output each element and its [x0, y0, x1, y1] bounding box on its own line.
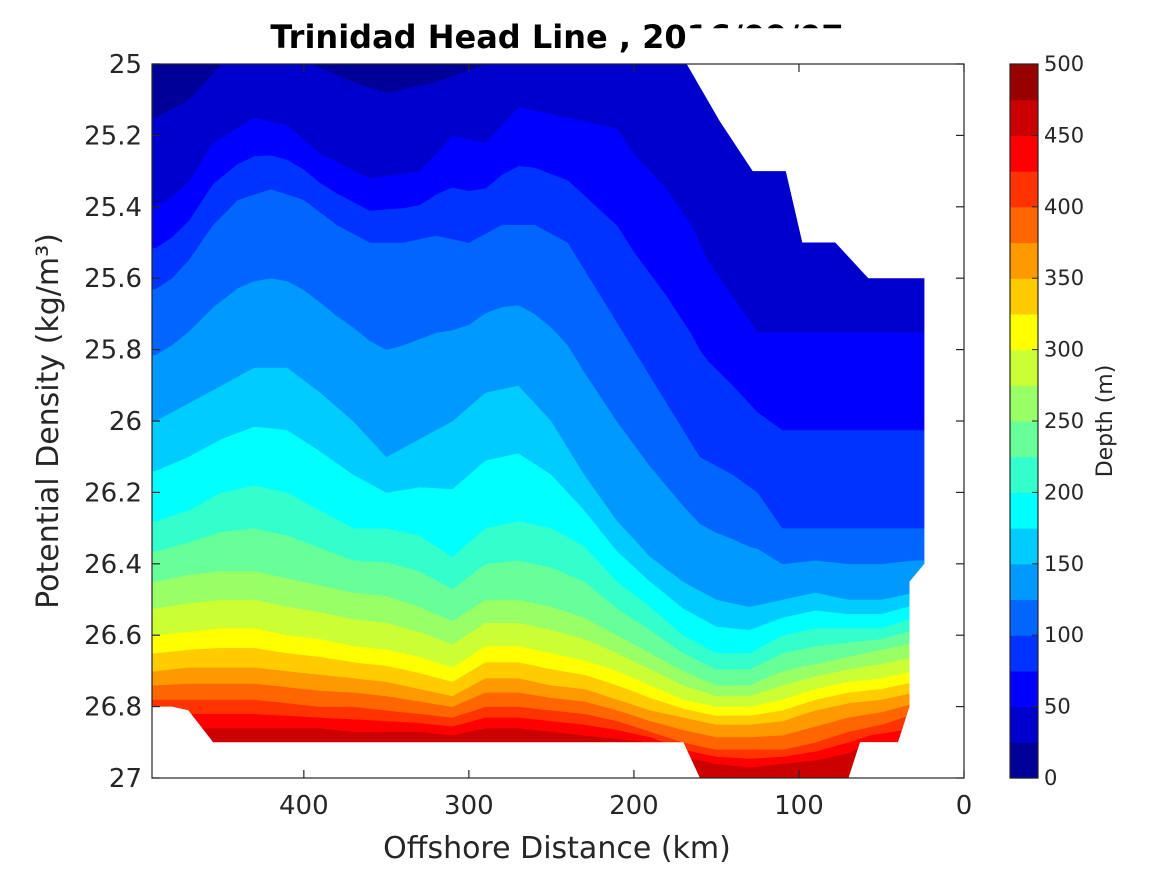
colorbar-label: Depth (m) — [1093, 365, 1118, 478]
colorbar-swatch — [1010, 349, 1038, 386]
colorbar-swatch — [1010, 242, 1038, 279]
y-tick-label: 25 — [109, 50, 142, 80]
colorbar-swatch — [1010, 742, 1038, 779]
colorbar-swatch — [1010, 635, 1038, 672]
colorbar-swatch — [1010, 670, 1038, 708]
colorbar-swatch — [1010, 385, 1038, 422]
colorbar-swatch — [1010, 206, 1038, 244]
x-tick-label: 200 — [609, 791, 659, 821]
y-tick-label: 27 — [109, 764, 142, 794]
colorbar-swatch — [1010, 171, 1038, 208]
colorbar-tick-label: 250 — [1044, 409, 1084, 433]
mask-upper-right — [686, 28, 981, 796]
y-axis-label: Potential Density (kg/m³) — [31, 233, 66, 609]
colorbar-ticks: 0 50 100 150 200 250 300 350 400 450 500 — [1032, 52, 1084, 790]
colorbar-swatch — [1010, 278, 1038, 315]
x-tick-label: 300 — [444, 791, 494, 821]
y-tick-label: 25.8 — [84, 336, 142, 366]
y-tick-label: 26.6 — [84, 621, 142, 651]
colorbar-tick-label: 50 — [1044, 695, 1071, 719]
colorbar-tick-label: 400 — [1044, 195, 1084, 219]
x-tick-label: 400 — [279, 791, 329, 821]
mask-bottom-right — [848, 706, 915, 778]
colorbar-tick-label: 450 — [1044, 123, 1084, 147]
x-tick-label: 0 — [956, 791, 973, 821]
y-axis-ticks: 25 25.2 25.4 25.6 25.8 26 26.2 26.4 26.6 26.8 27 — [84, 50, 964, 794]
colorbar-tick-label: 350 — [1044, 266, 1084, 290]
colorbar-swatch — [1010, 599, 1038, 636]
colorbar-tick-label: 500 — [1044, 52, 1084, 76]
x-axis-label: Offshore Distance (km) — [383, 831, 731, 866]
colorbar-tick-label: 300 — [1044, 338, 1084, 362]
contour-band-0 — [152, 64, 948, 118]
colorbar-swatch — [1010, 706, 1038, 743]
y-tick-label: 26.2 — [84, 478, 142, 508]
colorbar-swatch — [1010, 135, 1038, 172]
contour-fills — [152, 64, 964, 778]
no-data-masks — [152, 28, 981, 796]
colorbar-swatch — [1010, 64, 1038, 101]
colorbar-tick-label: 0 — [1044, 766, 1057, 790]
colorbar-tick-label: 200 — [1044, 480, 1084, 504]
colorbar-tick-label: 150 — [1044, 552, 1084, 576]
y-tick-label: 25.2 — [84, 121, 142, 151]
y-tick-label: 25.6 — [84, 264, 142, 294]
colorbar-swatch — [1010, 492, 1038, 529]
colorbar-swatch — [1010, 313, 1038, 351]
colorbar-swatch — [1010, 528, 1038, 565]
y-tick-label: 26.8 — [84, 693, 142, 723]
x-tick-label: 100 — [774, 791, 824, 821]
colorbar-swatch — [1010, 456, 1038, 493]
x-axis-ticks: 400 300 200 100 0 — [279, 64, 972, 821]
colorbar-swatch — [1010, 563, 1038, 601]
mask-bottom-left — [152, 706, 700, 778]
colorbar-swatch — [1010, 421, 1038, 458]
colorbar — [1009, 63, 1039, 779]
y-tick-label: 26 — [109, 407, 142, 437]
colorbar-tick-label: 100 — [1044, 623, 1084, 647]
y-tick-label: 25.4 — [84, 193, 142, 223]
colorbar-swatch — [1010, 99, 1038, 136]
y-tick-label: 26.4 — [84, 550, 142, 580]
